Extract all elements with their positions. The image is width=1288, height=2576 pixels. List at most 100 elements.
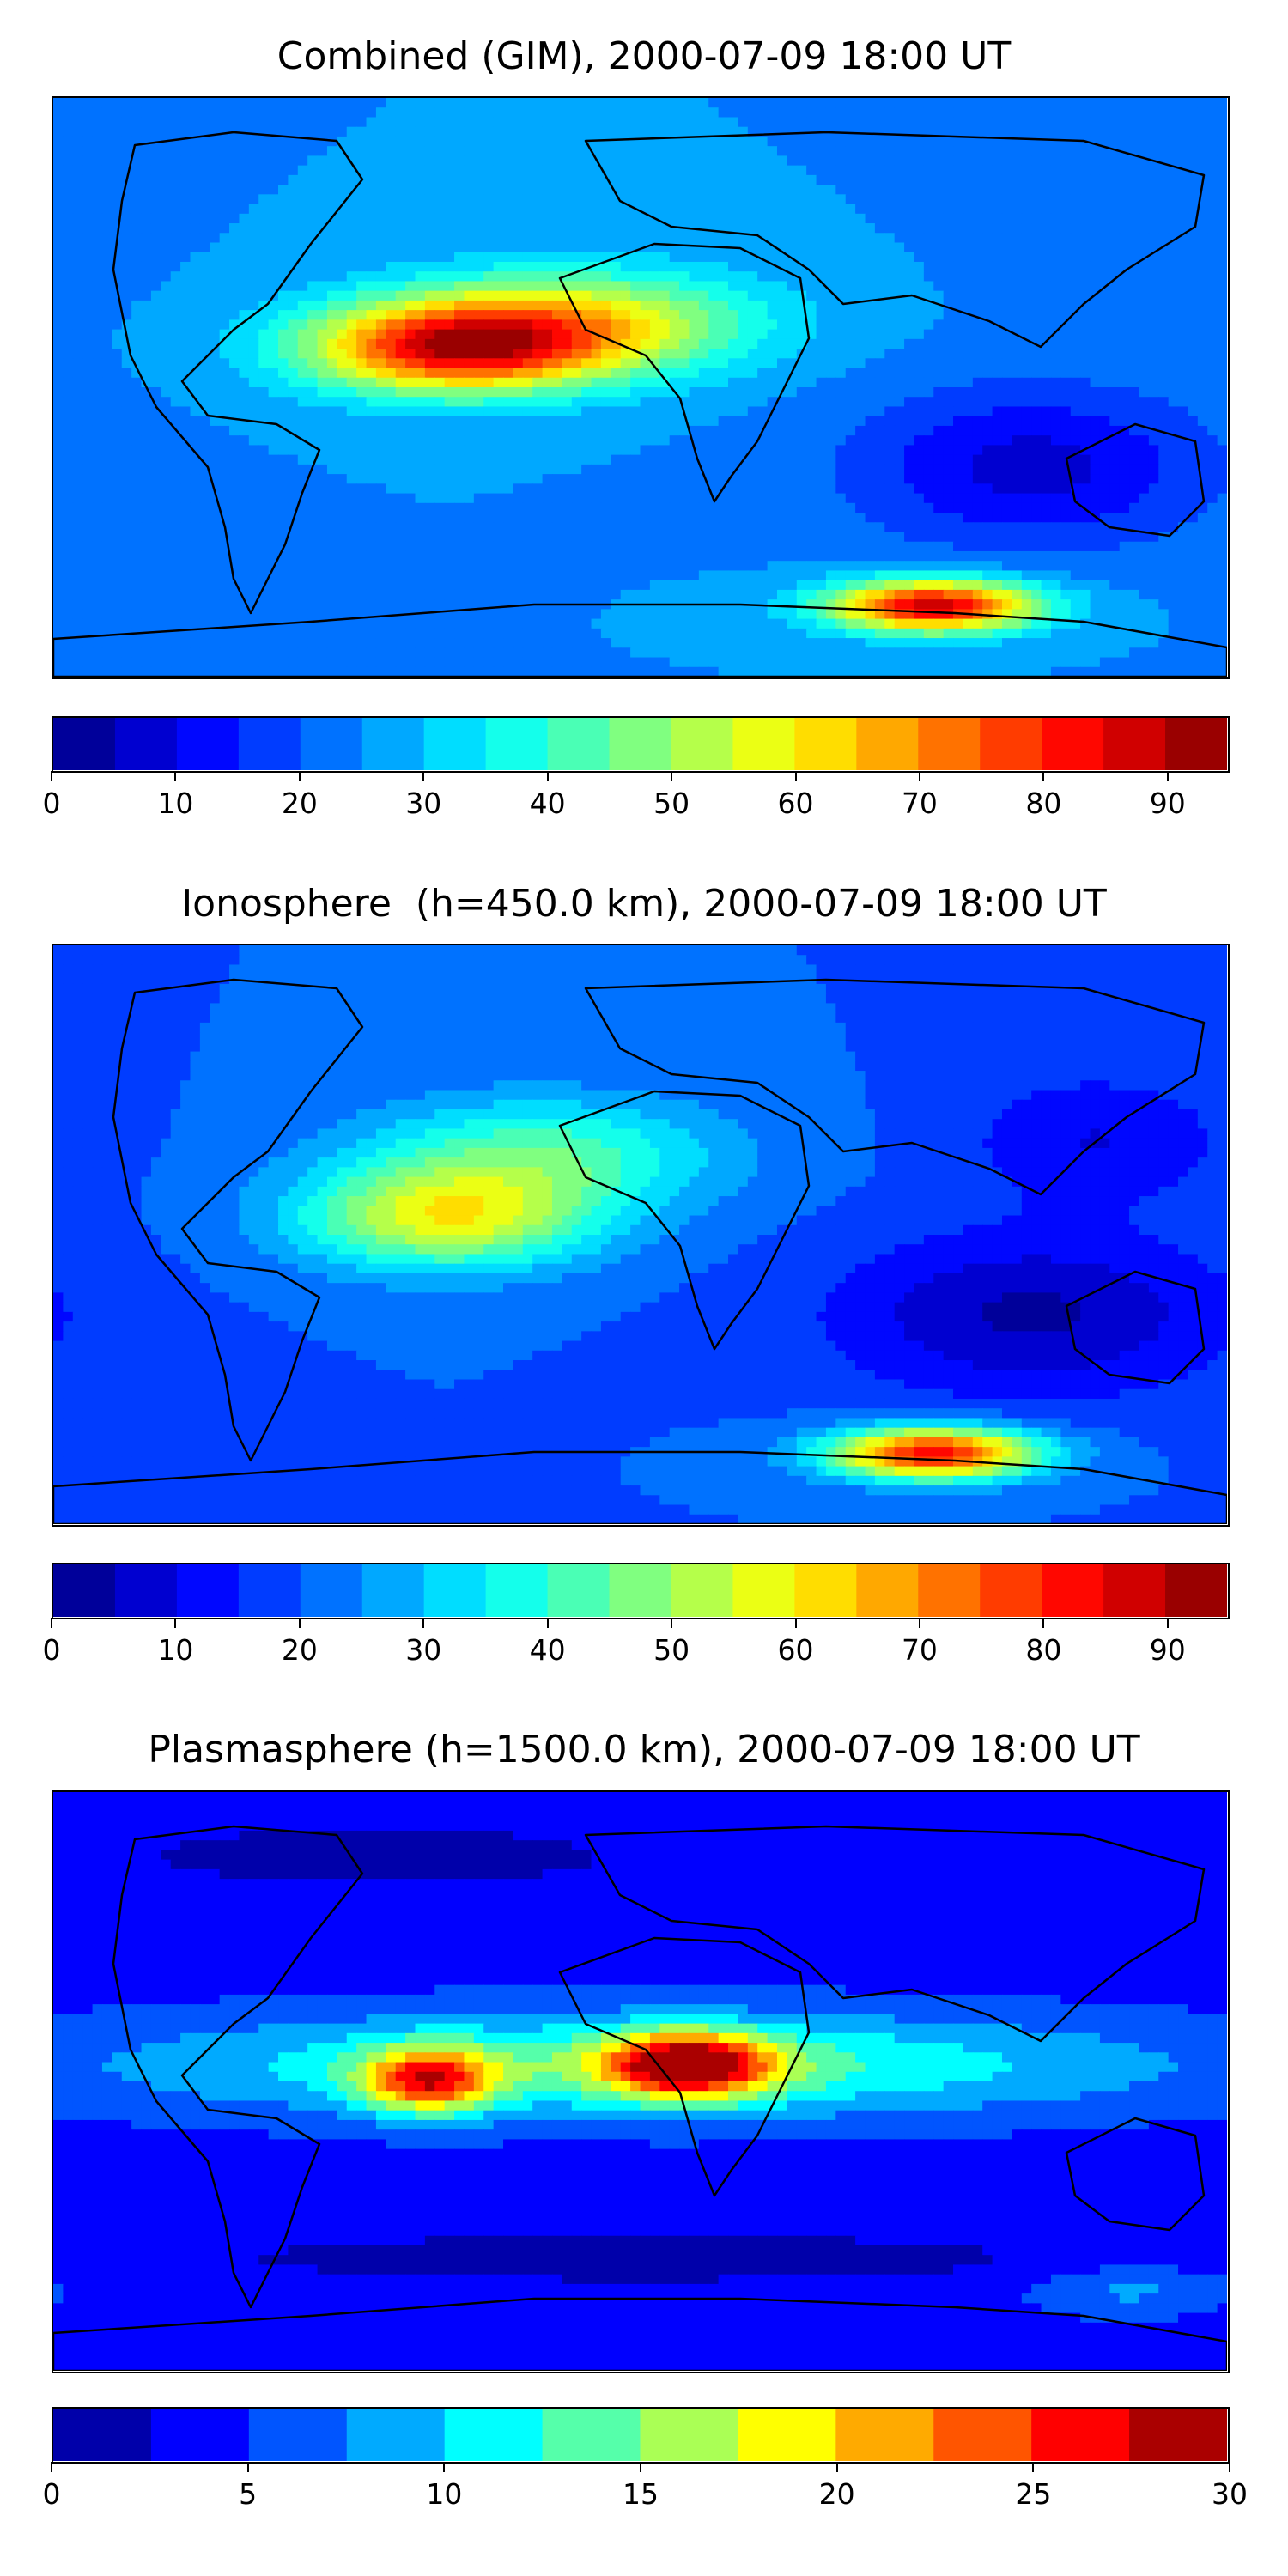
contour-cell [199,358,210,369]
contour-cell [669,310,680,320]
contour-cell [1109,185,1121,195]
contour-cell [718,165,729,176]
contour-cell [229,338,240,349]
contour-cell [1012,474,1023,484]
contour-cell [229,233,240,244]
contour-cell [953,271,964,283]
contour-cell [845,387,856,398]
contour-cell [483,358,495,369]
contour-cell [1099,368,1110,379]
contour-cell [346,300,357,311]
contour-cell [611,136,622,147]
contour-cell [464,435,475,446]
contour-cell [161,416,172,427]
contour-cell [845,107,856,118]
contour-cell [1158,338,1170,349]
contour-cell [161,194,172,205]
contour-cell [92,349,103,359]
contour-cell [776,319,787,331]
contour-cell [1109,223,1121,234]
contour-cell [503,290,514,301]
contour-cell [747,387,758,398]
contour-cell [454,290,465,301]
contour-cell [190,233,201,244]
contour-cell [640,126,651,137]
contour-cell [562,329,573,340]
contour-cell [239,146,250,156]
contour-cell [757,107,769,118]
contour-cell [268,493,279,504]
contour-cell [865,300,876,311]
contour-cell [190,338,201,349]
contour-cell [982,271,993,283]
contour-cell [796,416,807,427]
contour-cell [738,213,749,224]
contour-cell [914,117,925,128]
contour-cell [1129,358,1140,369]
contour-cell [904,445,915,456]
contour-cell [855,98,866,108]
contour-cell [581,281,592,292]
contour-cell [914,387,925,398]
contour-cell [835,204,847,215]
contour-cell [591,117,602,128]
contour-cell [1168,117,1179,128]
contour-cell [845,271,856,283]
contour-cell [904,435,915,446]
contour-cell [825,242,836,253]
contour-cell [297,464,308,475]
contour-cell [513,349,524,359]
contour-cell [1109,474,1121,484]
contour-cell [395,204,406,215]
contour-cell [493,146,504,156]
contour-cell [210,204,221,215]
contour-cell [1217,136,1227,147]
contour-cell [101,310,112,320]
contour-cell [679,117,690,128]
contour-cell [1109,174,1121,185]
contour-cell [982,252,993,263]
contour-cell [1139,194,1150,205]
contour-cell [972,464,983,475]
contour-cell [728,464,739,475]
contour-cell [551,213,562,224]
contour-cell [787,300,798,311]
contour-cell [865,435,876,446]
contour-cell [72,290,83,301]
contour-cell [131,126,143,137]
contour-cell [239,271,250,283]
contour-cell [659,397,671,408]
contour-cell [288,98,299,108]
contour-cell [972,416,983,427]
contour-cell [405,416,416,427]
contour-cell [943,290,954,301]
contour-cell [894,300,905,311]
contour-cell [199,454,210,465]
contour-cell [600,136,611,147]
contour-cell [914,242,925,253]
contour-cell [53,117,64,128]
contour-cell [161,300,172,311]
contour-cell [356,319,368,331]
contour-cell [483,435,495,446]
contour-cell [473,271,484,283]
contour-cell [473,338,484,349]
contour-cell [1129,136,1140,147]
contour-cell [551,165,562,176]
contour-cell [1217,185,1227,195]
contour-cell [816,261,827,272]
contour-cell [894,368,905,379]
contour-cell [522,233,533,244]
contour-cell [219,281,230,292]
contour-cell [581,223,592,234]
contour-cell [532,261,544,272]
contour-cell [82,136,94,147]
contour-cell [757,213,769,224]
contour-cell [600,310,611,320]
contour-cell [874,155,885,167]
contour-cell [825,329,836,340]
contour-cell [405,397,416,408]
contour-cell [767,242,778,253]
contour-cell [855,310,866,320]
contour-cell [248,242,259,253]
